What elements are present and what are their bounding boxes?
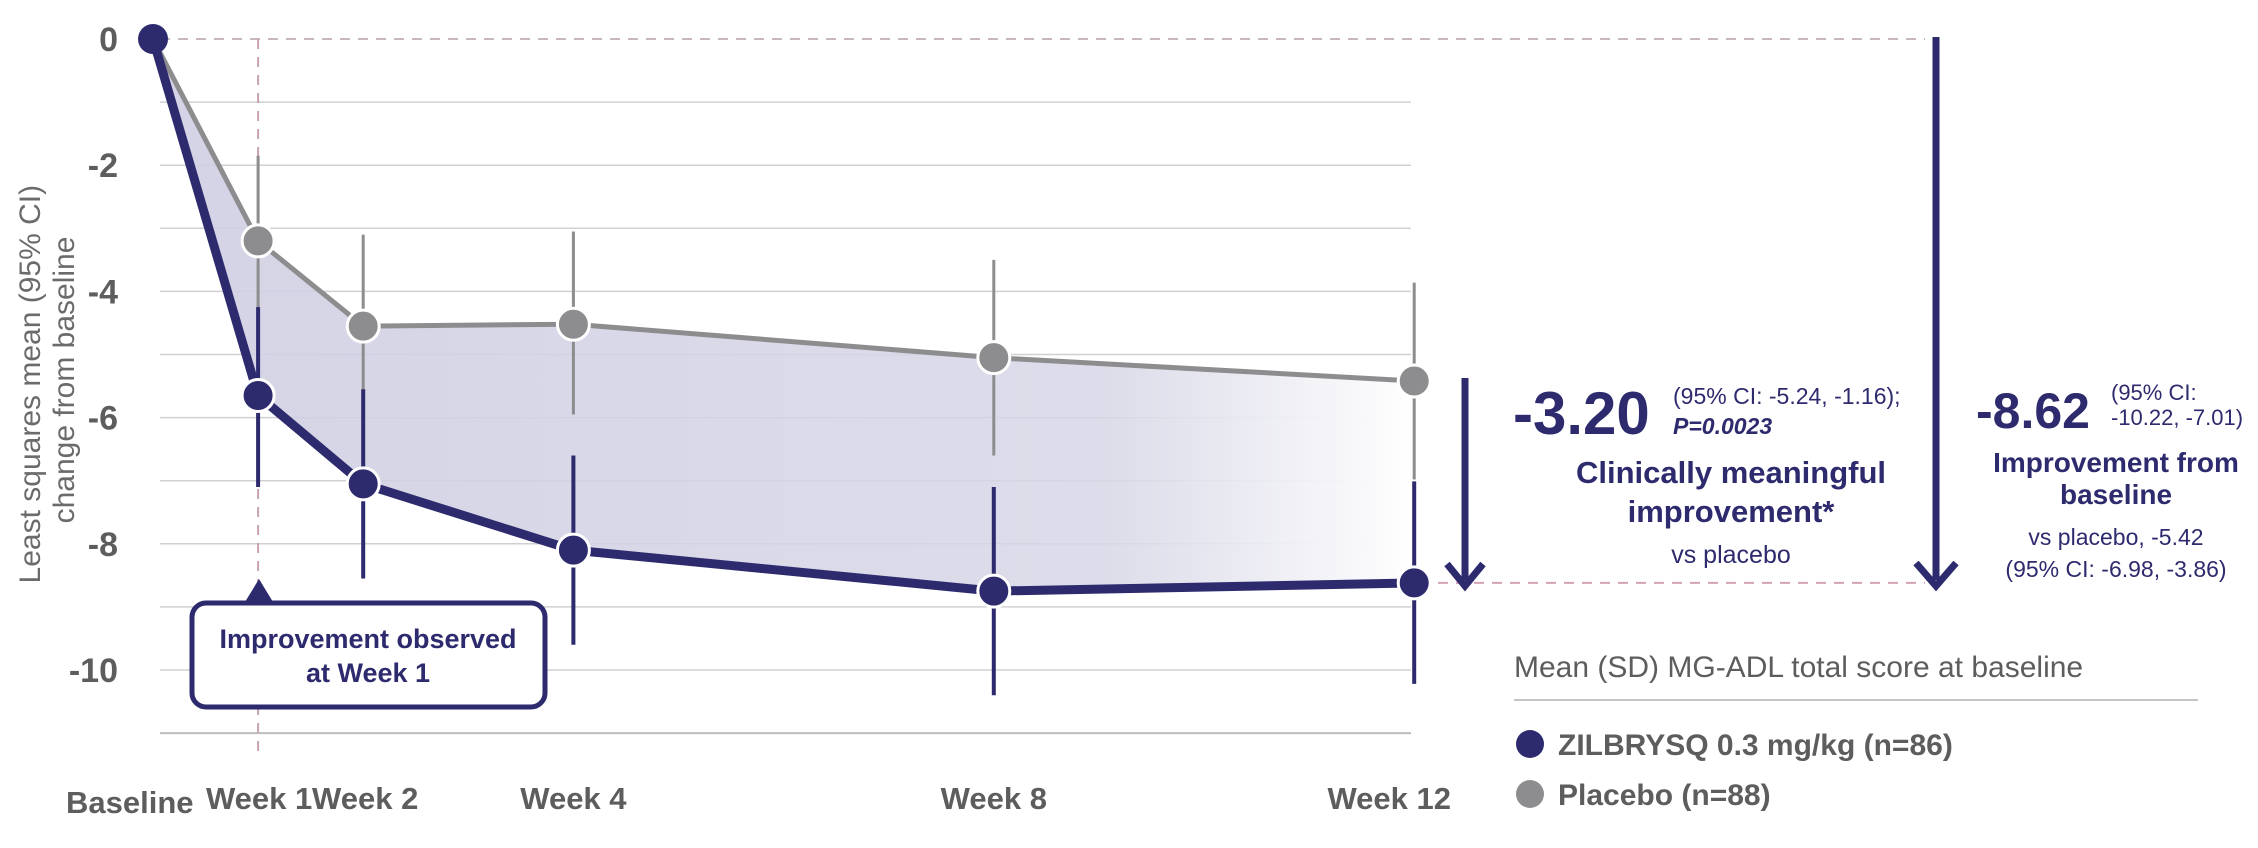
baseline-ci-line2: -10.22, -7.01) — [2111, 405, 2243, 430]
y-tick-label: -6 — [88, 400, 118, 438]
data-point-zilbrysq — [1396, 565, 1432, 601]
data-point-zilbrysq — [240, 378, 276, 414]
y-tick-label: -2 — [88, 147, 118, 185]
data-point-placebo — [240, 223, 276, 259]
difference-label-line2: improvement* — [1628, 494, 1836, 529]
y-tick-label: 0 — [99, 21, 118, 59]
difference-arrow — [1444, 378, 1486, 592]
x-tick-label: Week 1 — [206, 781, 312, 816]
x-tick-label: Week 8 — [941, 781, 1047, 816]
x-tick-label: Week 2 — [312, 781, 418, 816]
x-tick-label: Week 12 — [1327, 781, 1451, 816]
baseline-improvement-value: -8.62 — [1976, 383, 2090, 439]
baseline-arrow-head — [1913, 560, 1959, 592]
data-point-placebo — [345, 308, 381, 344]
baseline-ci-line1: (95% CI: — [2111, 380, 2197, 405]
week1-callout: Improvement observed at Week 1 — [189, 579, 548, 710]
data-point-placebo — [1396, 363, 1432, 399]
series-line-zilbrysq — [148, 34, 1419, 596]
data-point-placebo — [555, 306, 591, 342]
baseline-vs-line1: vs placebo, -5.42 — [2028, 524, 2203, 550]
baseline-label-line2: baseline — [2060, 479, 2172, 510]
legend-label-zilbrysq: ZILBRYSQ 0.3 mg/kg (n=86) — [1558, 729, 1953, 762]
callout-line1: Improvement observed — [219, 624, 516, 654]
difference-ci: (95% CI: -5.24, -1.16); — [1673, 383, 1901, 409]
data-point-zilbrysq — [555, 532, 591, 568]
y-tick-label: -10 — [69, 652, 118, 690]
difference-vs-placebo: vs placebo — [1671, 541, 1791, 569]
legend-title: Mean (SD) MG-ADL total score at baseline — [1514, 651, 2083, 684]
legend-label-placebo: Placebo (n=88) — [1558, 779, 1771, 812]
y-axis-ticks: 0 -2 -4 -6 -8 -10 — [69, 21, 118, 690]
difference-label-line1: Clinically meaningful — [1576, 455, 1886, 490]
y-axis-title-line1: Least squares mean (95% CI) — [14, 185, 47, 584]
callout-pointer — [245, 579, 273, 602]
y-axis-title: Least squares mean (95% CI) change from … — [14, 177, 81, 584]
data-point-zilbrysq — [345, 466, 381, 502]
baseline-annotation: -8.62 (95% CI: -10.22, -7.01) Improvemen… — [1976, 380, 2243, 582]
baseline-label-line1: Improvement from — [1993, 447, 2239, 478]
baseline-vs-line2: (95% CI: -6.98, -3.86) — [2005, 556, 2226, 582]
x-tick-label: Baseline — [66, 785, 194, 820]
legend-swatch-zilbrysq — [1516, 730, 1544, 758]
y-axis-title-line2: change from baseline — [48, 237, 81, 524]
series-line-placebo — [150, 36, 1417, 384]
difference-p-value: P=0.0023 — [1673, 413, 1772, 439]
series-lines — [148, 34, 1419, 596]
baseline-arrow — [1913, 37, 1959, 592]
data-point-placebo — [976, 340, 1012, 376]
legend-swatch-placebo — [1516, 780, 1544, 808]
callout-line2: at Week 1 — [306, 658, 430, 688]
difference-arrow-head — [1444, 561, 1486, 592]
data-point-zilbrysq — [976, 573, 1012, 609]
y-tick-label: -4 — [88, 273, 118, 311]
difference-value: -3.20 — [1513, 380, 1650, 447]
data-point-baseline — [138, 24, 168, 54]
callout-box — [189, 600, 548, 710]
legend: Mean (SD) MG-ADL total score at baseline… — [1514, 651, 2198, 812]
y-tick-label: -8 — [88, 526, 118, 564]
x-tick-label: Week 4 — [520, 781, 627, 816]
data-points — [138, 24, 1432, 609]
difference-band — [153, 39, 1415, 592]
x-axis-ticks: Baseline Week 1 Week 2 Week 4 Week 8 Week 12 — [66, 781, 1451, 820]
difference-annotation: -3.20 (95% CI: -5.24, -1.16); P=0.0023 C… — [1513, 380, 1901, 569]
